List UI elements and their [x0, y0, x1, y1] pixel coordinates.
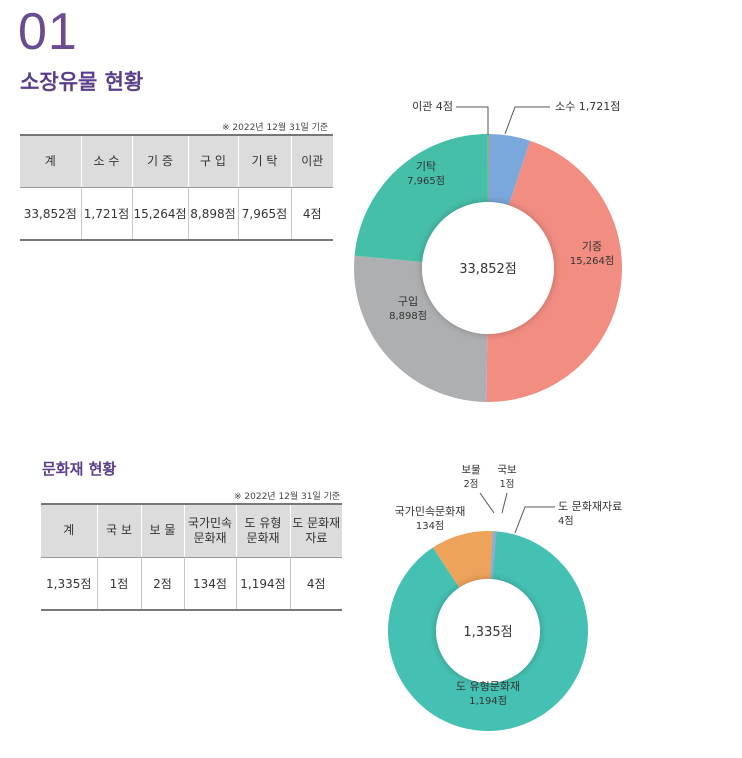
donut-hole [422, 202, 554, 334]
collection-header: 계 [20, 135, 81, 188]
collection-value: 8,898점 [187, 187, 238, 240]
collection-header: 이관 [290, 135, 333, 188]
collection-value: 15,264점 [131, 187, 188, 240]
leader-line [501, 492, 508, 514]
collection-table: 계 소 수 기 증 구 입 기 탁 이관 33,852점 1,721점 15,2… [20, 134, 333, 241]
collection-title: 소장유물 현황 [20, 70, 144, 94]
collection-header: 기 탁 [237, 135, 291, 188]
section-number: 01 [18, 3, 78, 61]
slice-name-label: 기탁 [416, 160, 436, 173]
slice-name-label: 소수 1,721점 [555, 100, 620, 113]
slice-name-label: 기증 [582, 240, 602, 253]
slice-name-label: 도 유형문화재 [456, 680, 520, 693]
slice-value-label: 134점 [416, 520, 444, 532]
collection-header: 소 수 [80, 135, 132, 188]
collection-header: 구 입 [187, 135, 238, 188]
heritage-value: 1,194점 [235, 557, 290, 610]
slice-value-label: 1,194점 [469, 695, 507, 707]
heritage-header: 도 문화재 자료 [289, 504, 342, 558]
slice-value-label: 8,898점 [389, 310, 427, 322]
heritage-title: 문화재 현황 [42, 460, 117, 478]
donut-slice-2 [388, 531, 588, 731]
heritage-table: 계 국 보 보 물 국가민속 문화재 도 유형 문화재 도 문화재 자료 1,3… [41, 503, 342, 611]
slice-value-label: 1점 [500, 478, 515, 490]
slice-name-label: 구입 [398, 295, 418, 308]
donut-slice-1 [486, 140, 623, 402]
collection-value: 7,965점 [237, 187, 291, 240]
heritage-header: 국가민속 문화재 [183, 504, 236, 558]
leader-line [479, 492, 495, 514]
slice-value-label: 4점 [558, 515, 574, 527]
donut-slice-4 [487, 134, 489, 203]
donut-center-label: 1,335점 [463, 625, 512, 640]
donut-slice-3 [354, 134, 488, 262]
collection-value: 4점 [290, 187, 333, 240]
heritage-header: 보 물 [140, 504, 184, 558]
heritage-value: 4점 [289, 557, 342, 610]
slice-value-label: 15,264점 [570, 255, 614, 267]
collection-header: 기 증 [131, 135, 188, 188]
collection-note: ※ 2022년 12월 31일 기준 [222, 123, 329, 133]
collection-value-row: 33,852점 1,721점 15,264점 8,898점 7,965점 4점 [20, 187, 333, 240]
slice-value-label: 7,965점 [407, 175, 445, 187]
heritage-value: 2점 [140, 557, 184, 610]
donut-center-label: 33,852점 [459, 262, 516, 277]
donut-slice-3 [432, 531, 493, 588]
heritage-header: 계 [41, 504, 97, 558]
slice-name-label: 국보 [497, 464, 517, 476]
collection-value: 1,721점 [80, 187, 132, 240]
collection-value: 33,852점 [23, 206, 77, 221]
heritage-value: 1,335점 [46, 576, 92, 591]
slice-name-label: 도 문화재자료 [558, 500, 622, 513]
heritage-header-row: 계 국 보 보 물 국가민속 문화재 도 유형 문화재 도 문화재 자료 [41, 504, 342, 558]
heritage-header: 국 보 [96, 504, 141, 558]
slice-name-label: 보물 [461, 464, 481, 476]
slice-value-label: 2점 [464, 478, 479, 490]
leader-line [514, 506, 555, 534]
heritage-value: 1점 [96, 557, 141, 610]
collection-header-row: 계 소 수 기 증 구 입 기 탁 이관 [20, 135, 333, 188]
slice-name-label: 국가민속문화재 [395, 505, 466, 518]
donut-slice-4 [490, 531, 497, 580]
leader-line [456, 106, 489, 135]
heritage-value: 134점 [183, 557, 236, 610]
donut-hole [436, 579, 540, 683]
heritage-note: ※ 2022년 12월 31일 기준 [234, 492, 341, 502]
slice-name-label: 이관 4점 [412, 100, 453, 113]
heritage-header: 도 유형 문화재 [235, 504, 290, 558]
heritage-value-row: 1,335점 1점 2점 134점 1,194점 4점 [41, 557, 342, 610]
donut-slice-2 [354, 255, 488, 402]
donut-slice-0 [488, 134, 531, 206]
leader-line [504, 106, 550, 135]
